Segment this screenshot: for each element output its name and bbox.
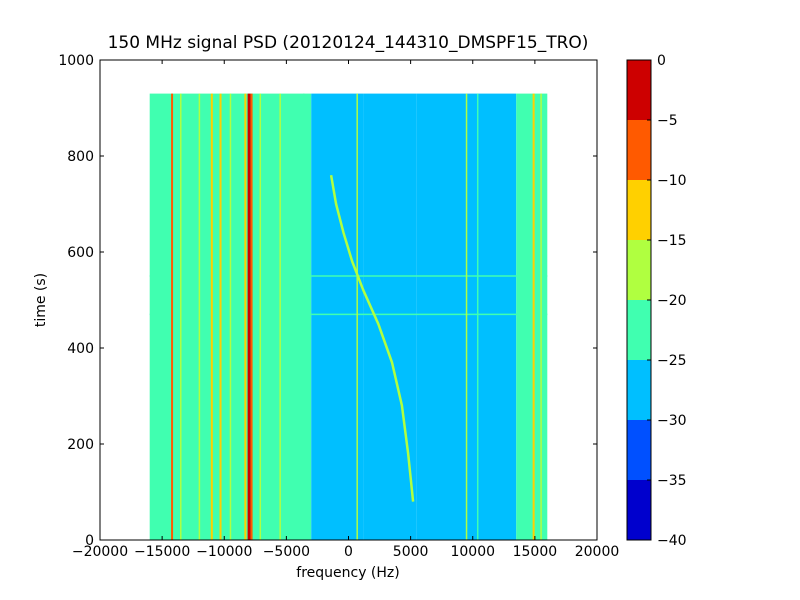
y-axis-label: time (s)	[33, 273, 49, 327]
colorbar-tick-label: −15	[657, 233, 687, 249]
colorbar-ticks: 0 −5 −10 −15 −20 −25 −30 −35 −40	[647, 53, 687, 549]
colorbar-level-0	[627, 480, 651, 540]
heatmap	[149, 93, 548, 540]
colorbar-tick-label: −25	[657, 353, 687, 369]
y-tick-label: 200	[67, 437, 94, 453]
colorbar-level-3	[627, 300, 651, 360]
colorbar-tick-label: −20	[657, 293, 687, 309]
colorbar-tick-label: −40	[657, 533, 687, 549]
heatmap-region-4	[516, 93, 548, 540]
x-axis: −20000 −15000 −10000 −5000 0 5000 10000 15000 20…	[72, 60, 619, 560]
colorbar-tick-label: −10	[657, 173, 687, 189]
y-tick-label: 600	[67, 245, 94, 261]
heatmap-region-2	[363, 93, 417, 540]
colorbar-tick-label: −30	[657, 413, 687, 429]
plot-area: −20000 −15000 −10000 −5000 0 5000 10000 15000 20…	[58, 53, 619, 560]
x-tick-label: 15000	[513, 544, 558, 560]
x-tick-label: −10000	[196, 544, 252, 560]
x-tick-label: 5000	[393, 544, 429, 560]
colorbar-tick-label: −5	[657, 113, 678, 129]
colorbar-level-6	[627, 120, 651, 180]
colorbar-level-1	[627, 420, 651, 480]
colorbar-level-2	[627, 360, 651, 420]
y-tick-label: 1000	[58, 53, 94, 69]
y-tick-label: 800	[67, 149, 94, 165]
colorbar-level-7	[627, 60, 651, 120]
y-axis: 0 200 400 600 800 1000	[58, 53, 597, 549]
colorbar-levels	[627, 60, 651, 540]
y-tick-label: 400	[67, 341, 94, 357]
colorbar-level-5	[627, 180, 651, 240]
colorbar-tick-label: 0	[657, 53, 666, 69]
y-tick-label: 0	[85, 533, 94, 549]
colorbar-level-4	[627, 240, 651, 300]
colorbar: 0 −5 −10 −15 −20 −25 −30 −35 −40	[626, 53, 687, 549]
x-tick-label: −5000	[263, 544, 310, 560]
colorbar-tick-label: −35	[657, 473, 687, 489]
x-tick-label: 20000	[575, 544, 620, 560]
heatmap-region-1	[311, 93, 364, 540]
x-tick-label: −20000	[72, 544, 128, 560]
x-tick-label: −15000	[134, 544, 190, 560]
chart-title: 150 MHz signal PSD (20120124_144310_DMSP…	[108, 33, 589, 53]
doppler-trace	[329, 174, 415, 502]
x-axis-label: frequency (Hz)	[296, 565, 399, 581]
x-tick-label: 10000	[450, 544, 495, 560]
x-tick-label: 0	[344, 544, 353, 560]
